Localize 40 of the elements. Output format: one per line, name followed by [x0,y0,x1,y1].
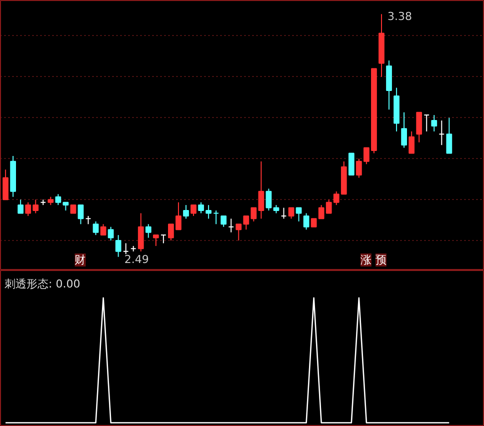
candlestick [401,112,407,148]
candlestick [145,224,152,238]
candlestick [2,169,8,200]
candlestick [78,204,84,225]
candlestick [100,224,106,236]
candlestick [183,204,189,220]
candlestick [438,120,445,146]
candlestick [348,152,354,176]
chart-title: 刺透形态: 0.00 [4,278,80,290]
annotation: 3.38 [387,10,412,24]
candlestick [424,114,430,132]
candlestick [266,188,272,211]
candlestick [416,112,422,143]
annotation: 财 [74,254,86,266]
candlestick [206,204,212,220]
candlestick [108,226,114,241]
candlestick [280,207,287,220]
candlestick [122,242,129,255]
candlestick [18,199,24,214]
annotation: 涨 [360,254,372,266]
candlestick [92,220,99,236]
candlestick [213,210,220,225]
candlestick [115,234,122,258]
annotation: 2.49 [124,252,149,266]
candlestick [55,194,62,206]
candlestick [160,234,166,244]
candlestick [356,158,362,178]
candlestick [228,218,234,233]
candlestick [446,117,452,154]
annotation: 预 [375,254,386,266]
candlestick [138,212,144,252]
candlestick [220,215,227,228]
candlestick [408,130,415,154]
candlestick [431,114,438,132]
candlestick [198,202,204,214]
candlestick [152,234,159,246]
candlestick [303,212,310,230]
candlestick [236,224,242,241]
candlestick [190,204,196,216]
candlestick [288,207,294,220]
